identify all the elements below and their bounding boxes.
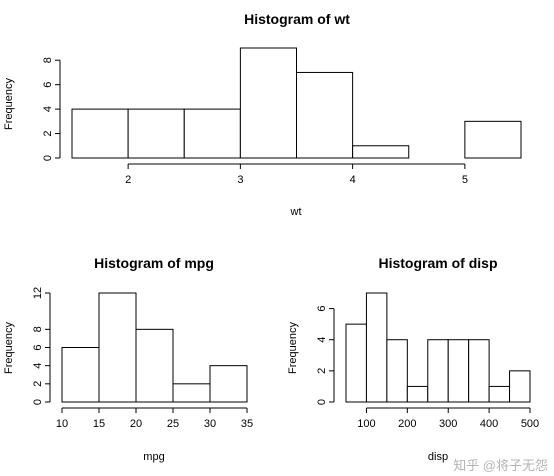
- histogram-bar: [447, 339, 470, 403]
- histogram-bar: [71, 108, 129, 159]
- y-tick-label: 4: [316, 337, 328, 343]
- x-tick-label: 300: [439, 418, 457, 430]
- y-tick-label: 8: [42, 57, 54, 63]
- histogram-mpg-panel: Histogram of mpg mpg Frequency 10 15 20 25 3…: [3, 255, 253, 463]
- x-tick-label: 2: [125, 174, 131, 186]
- x-tick-label: 30: [204, 418, 216, 430]
- histogram-bar: [365, 292, 388, 403]
- y-tick-label: 0: [32, 399, 44, 405]
- histogram-wt-panel: Histogram of wt wt Frequency 2 3 4 5 0 2 4 6 8: [3, 11, 522, 218]
- y-tick-label: 2: [42, 130, 54, 136]
- histogram-bar: [345, 323, 367, 403]
- y-axis-label: Frequency: [287, 322, 299, 374]
- x-tick-label: 200: [398, 418, 416, 430]
- x-tick-label: 3: [237, 174, 243, 186]
- histogram-bar: [468, 339, 490, 403]
- y-tick-label: 0: [316, 399, 328, 405]
- x-tick-label: 20: [130, 418, 142, 430]
- histogram-bar: [406, 385, 429, 403]
- y-tick-label: 12: [32, 287, 44, 299]
- x-axis-label: mpg: [143, 451, 164, 463]
- y-tick-label: 0: [42, 155, 54, 161]
- histogram-bar: [127, 108, 185, 159]
- histogram-bar: [61, 347, 100, 403]
- x-tick-label: 4: [350, 174, 356, 186]
- x-tick-label: 400: [480, 418, 498, 430]
- histogram-bar: [296, 71, 354, 159]
- histogram-bar: [488, 385, 511, 403]
- y-tick-label: 2: [316, 368, 328, 374]
- x-tick-label: 35: [241, 418, 253, 430]
- chart-title: Histogram of disp: [378, 255, 497, 271]
- histogram-disp-panel: Histogram of disp disp Frequency 100 200 3…: [287, 255, 539, 463]
- histogram-bar: [98, 292, 137, 403]
- x-tick-label: 15: [93, 418, 105, 430]
- y-tick-label: 4: [32, 363, 44, 369]
- watermark-text: 知乎 @将子无怨: [453, 458, 548, 473]
- x-axis-label: wt: [290, 206, 302, 218]
- y-tick-label: 6: [32, 344, 44, 350]
- histogram-bar: [239, 47, 297, 159]
- histogram-bar: [172, 383, 211, 403]
- histogram-bar: [386, 339, 408, 403]
- histogram-bar: [509, 370, 531, 403]
- chart-title: Histogram of mpg: [94, 255, 214, 271]
- y-axis-label: Frequency: [3, 78, 15, 130]
- x-tick-label: 100: [357, 418, 375, 430]
- x-axis-label: disp: [428, 451, 448, 463]
- chart-title: Histogram of wt: [244, 11, 350, 27]
- y-tick-label: 6: [316, 306, 328, 312]
- x-tick-label: 10: [56, 418, 68, 430]
- y-tick-label: 6: [42, 82, 54, 88]
- x-tick-label: 5: [462, 174, 468, 186]
- x-tick-label: 25: [167, 418, 179, 430]
- histogram-bar: [183, 108, 241, 159]
- x-tick-label: 500: [521, 418, 539, 430]
- y-tick-label: 4: [42, 106, 54, 112]
- y-axis-label: Frequency: [3, 322, 15, 374]
- y-tick-label: 8: [32, 326, 44, 332]
- histogram-bar: [135, 328, 174, 403]
- histogram-bar: [352, 145, 410, 159]
- y-tick-label: 2: [32, 381, 44, 387]
- histogram-bar: [464, 120, 522, 159]
- histogram-bar: [427, 339, 449, 403]
- histogram-bar: [209, 365, 248, 403]
